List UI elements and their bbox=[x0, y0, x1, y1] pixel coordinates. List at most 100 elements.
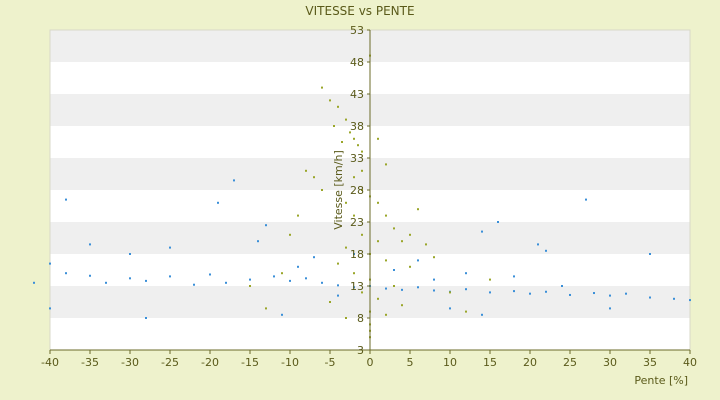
data-point bbox=[649, 253, 651, 255]
y-tick-label: 18 bbox=[350, 248, 364, 261]
data-point bbox=[329, 99, 331, 102]
data-point bbox=[569, 293, 571, 296]
x-tick-label: 0 bbox=[367, 356, 374, 369]
data-point bbox=[513, 275, 515, 278]
x-tick-label: -20 bbox=[201, 356, 219, 369]
data-point bbox=[353, 176, 355, 179]
data-point bbox=[393, 269, 395, 271]
data-point bbox=[593, 292, 595, 295]
data-point bbox=[353, 272, 355, 275]
y-tick-label: 13 bbox=[350, 280, 364, 293]
data-point bbox=[385, 163, 387, 166]
x-tick-label: 25 bbox=[563, 356, 577, 369]
x-tick-label: -10 bbox=[281, 356, 299, 369]
data-point bbox=[401, 240, 403, 243]
data-point bbox=[337, 105, 339, 108]
y-axis-title: Vitesse [km/h] bbox=[332, 150, 345, 230]
data-point bbox=[409, 265, 411, 268]
data-point bbox=[225, 281, 227, 284]
data-point bbox=[329, 301, 331, 303]
x-axis-title: Pente [%] bbox=[634, 374, 688, 387]
data-point bbox=[353, 137, 355, 140]
data-point bbox=[353, 214, 355, 217]
data-point bbox=[281, 313, 283, 316]
data-point bbox=[145, 279, 147, 282]
data-point bbox=[489, 291, 491, 294]
data-point bbox=[417, 259, 419, 262]
y-tick-label: 33 bbox=[350, 152, 364, 165]
data-point bbox=[129, 277, 131, 280]
data-point bbox=[561, 285, 563, 287]
y-tick-label: 38 bbox=[350, 120, 364, 133]
data-point bbox=[537, 243, 539, 246]
data-point bbox=[209, 273, 211, 276]
data-point bbox=[345, 317, 347, 319]
data-point bbox=[289, 233, 291, 236]
data-point bbox=[217, 201, 219, 204]
data-points bbox=[33, 54, 691, 339]
data-point bbox=[337, 262, 339, 265]
data-point bbox=[337, 294, 339, 297]
data-point bbox=[265, 224, 267, 227]
data-point bbox=[433, 278, 435, 281]
data-point bbox=[481, 230, 483, 233]
data-point bbox=[425, 243, 427, 246]
data-point bbox=[257, 240, 259, 243]
data-point bbox=[385, 313, 387, 316]
data-point bbox=[89, 243, 91, 246]
data-point bbox=[49, 262, 51, 265]
data-point bbox=[341, 141, 343, 143]
x-tick-label: -35 bbox=[81, 356, 99, 369]
data-point bbox=[689, 299, 691, 302]
data-point bbox=[361, 233, 363, 236]
data-point bbox=[465, 272, 467, 275]
data-point bbox=[129, 253, 131, 255]
data-point bbox=[449, 291, 451, 294]
data-point bbox=[249, 285, 251, 287]
x-tick-label: 5 bbox=[407, 356, 414, 369]
data-point bbox=[249, 278, 251, 281]
data-point bbox=[649, 296, 651, 299]
data-point bbox=[465, 288, 467, 291]
data-point bbox=[289, 279, 291, 282]
data-point bbox=[345, 246, 347, 249]
data-point bbox=[585, 198, 587, 201]
data-point bbox=[33, 281, 35, 284]
data-point bbox=[385, 214, 387, 217]
data-point bbox=[305, 169, 307, 172]
x-tick-label: 30 bbox=[603, 356, 617, 369]
y-tick-label: 28 bbox=[350, 184, 364, 197]
data-point bbox=[625, 292, 627, 295]
data-point bbox=[145, 317, 147, 319]
data-point bbox=[377, 201, 379, 204]
data-point bbox=[65, 198, 67, 201]
data-point bbox=[465, 310, 467, 313]
data-point bbox=[297, 214, 299, 217]
data-point bbox=[361, 291, 363, 294]
data-point bbox=[401, 304, 403, 307]
y-tick-label: 23 bbox=[350, 216, 364, 229]
data-point bbox=[673, 297, 675, 300]
data-point bbox=[377, 240, 379, 243]
data-point bbox=[353, 253, 355, 255]
y-tick-label: 43 bbox=[350, 88, 364, 101]
data-point bbox=[337, 284, 339, 287]
data-point bbox=[393, 227, 395, 230]
data-point bbox=[265, 307, 267, 310]
data-point bbox=[481, 313, 483, 316]
data-point bbox=[377, 137, 379, 140]
data-point bbox=[497, 221, 499, 223]
data-point bbox=[321, 189, 323, 191]
data-point bbox=[321, 86, 323, 89]
y-tick-label: 8 bbox=[357, 312, 364, 325]
data-point bbox=[357, 144, 359, 147]
data-point bbox=[529, 292, 531, 295]
data-point bbox=[169, 275, 171, 278]
data-point bbox=[545, 249, 547, 252]
x-tick-label: 20 bbox=[523, 356, 537, 369]
data-point bbox=[449, 307, 451, 310]
data-point bbox=[297, 265, 299, 268]
data-point bbox=[409, 233, 411, 236]
